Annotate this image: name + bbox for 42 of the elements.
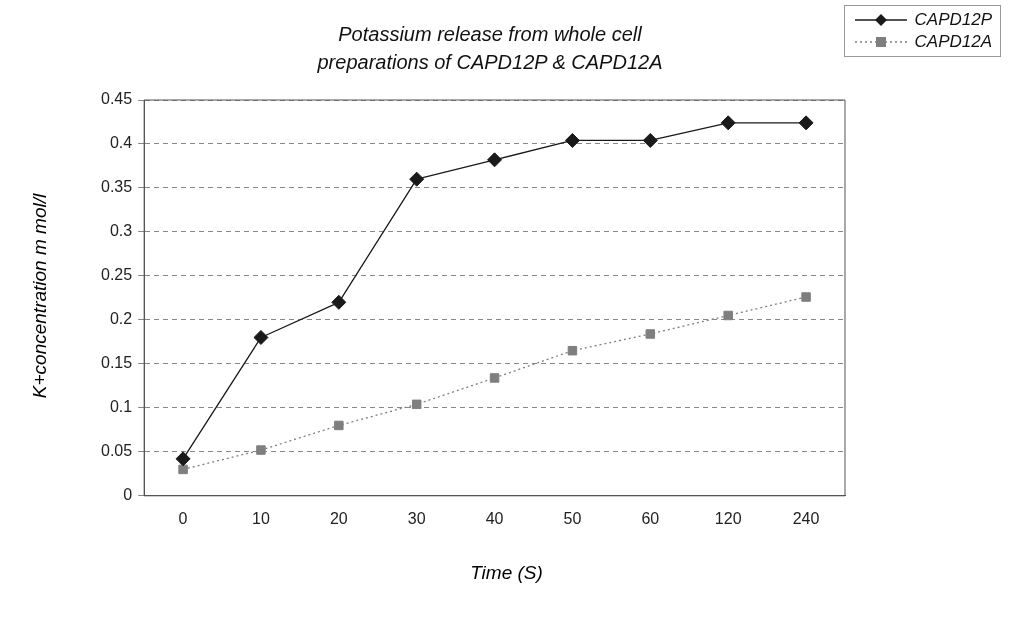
y-tick-label: 0.15: [101, 354, 133, 372]
x-tick-label: 30: [407, 509, 426, 527]
point: [798, 115, 814, 131]
x-tick-label: 0: [178, 509, 188, 527]
y-tick-label: 0.4: [109, 134, 133, 152]
point: [334, 420, 344, 431]
y-tick-label: 0.2: [109, 310, 133, 328]
point: [642, 132, 658, 148]
x-tick-label: 60: [641, 509, 660, 527]
x-tick-label: 10: [252, 509, 270, 527]
y-tick-label: 0.45: [101, 90, 133, 108]
y-tick-label: 0.1: [109, 398, 133, 416]
x-tick-label: 50: [563, 509, 582, 527]
legend-label: CAPD12A: [914, 32, 992, 52]
x-tick-label: 40: [485, 509, 504, 527]
chart-title: Potassium release from whole cell preparations of CAPD12P & CAPD12A: [316, 22, 664, 75]
legend-label: CAPD12P: [914, 10, 992, 30]
point: [175, 451, 191, 467]
point: [645, 329, 656, 339]
y-tick-label: 0.05: [101, 442, 133, 460]
y-tick-label: 0.35: [101, 178, 133, 196]
y-tick-label: 0.25: [101, 266, 133, 284]
x-tick-label: 120: [714, 509, 742, 527]
y-axis-title: K+concentration m mol/l: [29, 192, 51, 401]
y-tick-label: 0: [123, 486, 133, 504]
point: [253, 329, 269, 345]
point: [801, 292, 811, 302]
point: [720, 115, 736, 131]
point: [487, 152, 503, 168]
y-tick-label: 0.3: [109, 222, 133, 240]
point: [567, 345, 578, 356]
point: [178, 464, 188, 475]
point: [331, 294, 347, 310]
point: [489, 373, 500, 383]
point: [409, 171, 425, 187]
x-tick-label: 20: [329, 509, 348, 527]
point: [256, 445, 266, 455]
x-tick-label: 240: [792, 509, 820, 527]
point: [723, 310, 733, 321]
point: [564, 132, 580, 148]
point: [411, 399, 422, 410]
x-axis-title: Time (S): [469, 562, 544, 584]
